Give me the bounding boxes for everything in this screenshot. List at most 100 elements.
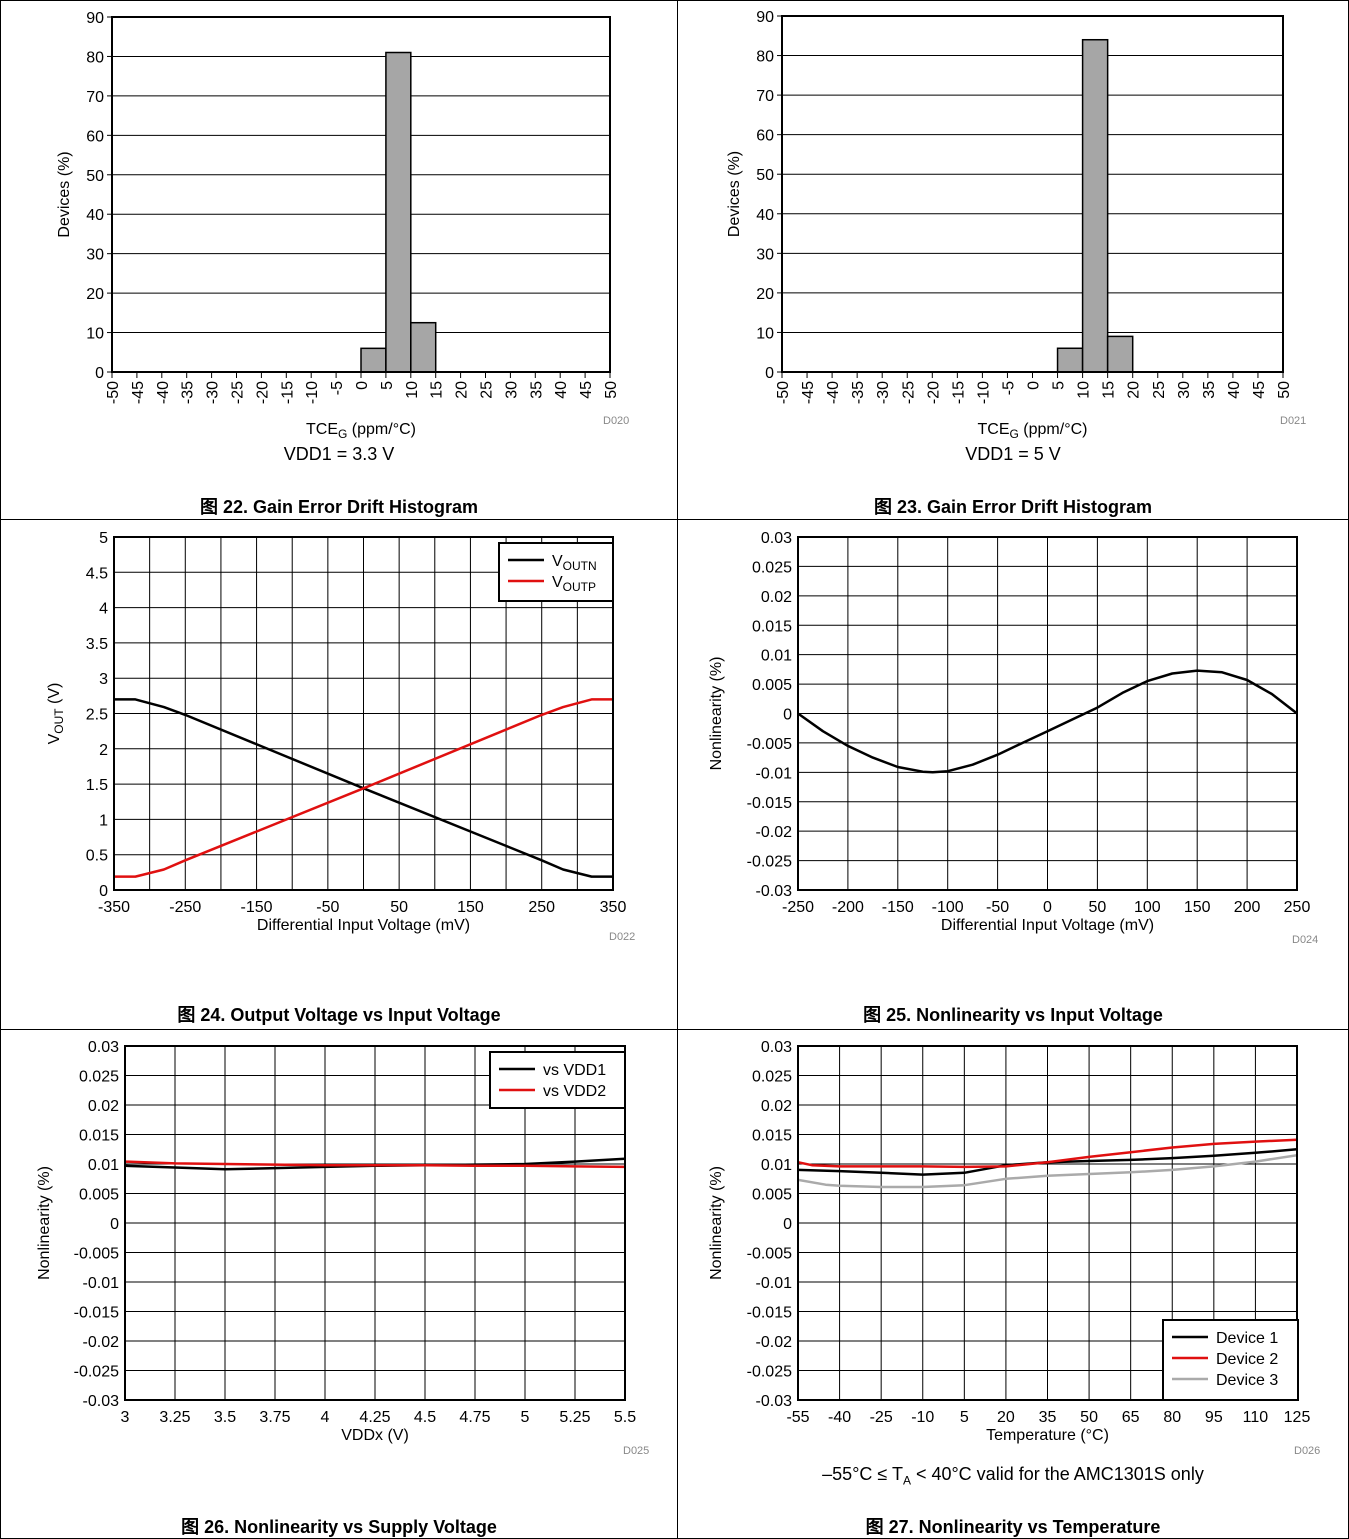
figure-condition: VDD1 = 5 V — [965, 444, 1061, 464]
x-tick-label: -40 — [155, 381, 172, 404]
y-tick-label: 0 — [95, 365, 104, 382]
x-tick-label: 4.75 — [459, 1409, 490, 1426]
y-axis-label: Nonlinearity (%) — [36, 1166, 53, 1280]
series-line — [798, 669, 1297, 774]
x-tick-label: -250 — [169, 899, 201, 916]
x-tick-label: 50 — [390, 899, 408, 916]
plot-frame — [124, 1045, 626, 1401]
line-chart-26: -0.03 -0.025 -0.02 -0.015 -0.01 -0.005 0 0.005 0… — [36, 1039, 636, 1444]
series-line — [114, 698, 613, 878]
figure-caption: 图 22. Gain Error Drift Histogram — [199, 497, 479, 517]
y-axis-label: Devices (%) — [726, 151, 743, 237]
plot-frame — [797, 1045, 1298, 1401]
x-tick-label: 15 — [1101, 381, 1118, 399]
line-chart-27: -0.03 -0.025 -0.02 -0.015 -0.01 -0.005 0 0.005 0… — [708, 1039, 1310, 1444]
figure-25-panel: -0.03 -0.025 -0.02 -0.015 -0.01 -0.005 0 0.005 0… — [678, 520, 1349, 1030]
x-tick-label: 0 — [1043, 899, 1052, 916]
x-tick-label: 3.5 — [214, 1409, 236, 1426]
x-tick-label: -20 — [925, 381, 942, 404]
y-tick-label: -0.025 — [747, 854, 792, 871]
x-tick-label: 50 — [603, 381, 620, 399]
x-tick-label: 250 — [1284, 899, 1311, 916]
x-tick-label: 3 — [121, 1409, 130, 1426]
y-tick-label: 0 — [99, 883, 108, 900]
x-tick-label: -15 — [950, 381, 967, 404]
x-tick-label: 65 — [1122, 1409, 1140, 1426]
x-tick-label: -10 — [975, 381, 992, 404]
x-tick-label: 5 — [521, 1409, 530, 1426]
y-tick-label: 30 — [86, 247, 104, 264]
x-tick-label: -25 — [900, 381, 917, 404]
x-tick-label: -25 — [870, 1409, 893, 1426]
y-tick-label: 70 — [756, 88, 774, 105]
y-tick-label: 0.5 — [86, 848, 108, 865]
x-tick-label: 20 — [997, 1409, 1015, 1426]
figure-23-panel: 0 10 20 30 40 50 60 70 80 90 -50 -45 -40 -35 -30 -25 -20… — [678, 0, 1349, 520]
x-tick-label: -50 — [105, 381, 122, 404]
x-tick-label: -30 — [205, 381, 222, 404]
y-tick-label: -0.005 — [747, 1246, 792, 1263]
x-tick-label: 5.25 — [559, 1409, 590, 1426]
y-tick-label: 0.02 — [761, 1098, 792, 1115]
y-tick-label: -0.03 — [83, 1393, 120, 1410]
x-tick-label: 40 — [1226, 381, 1243, 399]
figure-22-panel: 0 10 20 30 40 50 60 70 80 90 -50 -45 -40 -35 -30 -25 -20… — [0, 0, 678, 520]
x-tick-label: 3.75 — [259, 1409, 290, 1426]
plot-frame — [797, 536, 1298, 891]
x-tick-label: 50 — [1276, 381, 1293, 399]
y-tick-label: 0.01 — [761, 648, 792, 665]
y-tick-label: -0.01 — [83, 1275, 120, 1292]
y-axis-label: VOUT (V) — [46, 683, 66, 745]
x-tick-label: 10 — [404, 381, 421, 399]
legend-label: vs VDD1 — [543, 1062, 606, 1079]
y-tick-label: -0.01 — [756, 1275, 793, 1292]
y-tick-label: 0.02 — [761, 589, 792, 606]
legend-box — [498, 542, 614, 602]
plot-frame — [781, 15, 1284, 373]
x-tick-label: 250 — [528, 899, 555, 916]
legend-box — [489, 1051, 626, 1109]
x-tick-label: 150 — [457, 899, 484, 916]
x-tick-label: -50 — [775, 381, 792, 404]
x-tick-label: -5 — [1000, 381, 1017, 395]
x-tick-label: 5.5 — [614, 1409, 636, 1426]
figure-code: D025 — [623, 1445, 650, 1457]
y-tick-label: 0.015 — [752, 1128, 792, 1145]
y-tick-label: -0.01 — [756, 765, 793, 782]
line-chart-24: 0 0.5 1 1.5 2 2.5 3 3.5 4 4.5 5 -350 -250 -150 -50 50 15… — [46, 530, 626, 934]
x-axis-label: TCEG (ppm/°C) — [978, 421, 1088, 441]
x-tick-label: 4 — [321, 1409, 330, 1426]
y-tick-label: 0.025 — [752, 559, 792, 576]
y-tick-label: 0.01 — [761, 1157, 792, 1174]
figure-27-panel: -0.03 -0.025 -0.02 -0.015 -0.01 -0.005 0 0.005 0… — [678, 1030, 1349, 1539]
y-tick-label: 4 — [99, 601, 108, 618]
y-tick-label: 0.03 — [88, 1039, 119, 1056]
y-tick-label: 0.015 — [752, 618, 792, 635]
x-axis-label: Differential Input Voltage (mV) — [257, 917, 470, 934]
figure-code: D024 — [1292, 934, 1319, 946]
x-tick-label: 50 — [1080, 1409, 1098, 1426]
figure-24-panel: 0 0.5 1 1.5 2 2.5 3 3.5 4 4.5 5 -350 -250 -150 -50 50 15… — [0, 520, 678, 1030]
x-tick-label: -30 — [875, 381, 892, 404]
x-tick-label: 0 — [354, 381, 371, 390]
x-tick-label: -250 — [782, 899, 814, 916]
y-tick-label: 40 — [86, 207, 104, 224]
y-tick-label: 90 — [86, 10, 104, 27]
x-tick-label: 35 — [1039, 1409, 1057, 1426]
figure-condition: –55°C ≤ TA < 40°C valid for the AMC1301S… — [822, 1464, 1204, 1488]
x-tick-label: 25 — [479, 381, 496, 399]
y-tick-label: 1 — [99, 812, 108, 829]
x-tick-label: 100 — [1134, 899, 1161, 916]
y-tick-label: 0.015 — [79, 1128, 119, 1145]
y-tick-label: -0.015 — [747, 795, 792, 812]
x-tick-label: 25 — [1151, 381, 1168, 399]
x-tick-label: 95 — [1205, 1409, 1223, 1426]
y-tick-label: 0 — [765, 365, 774, 382]
histogram-bar — [1081, 38, 1109, 373]
x-tick-label: -45 — [130, 381, 147, 404]
x-tick-label: -50 — [316, 899, 339, 916]
y-tick-label: -0.025 — [74, 1364, 119, 1381]
figure-caption: 图 25. Nonlinearity vs Input Voltage — [863, 1005, 1163, 1025]
x-tick-label: 20 — [1126, 381, 1143, 399]
y-tick-label: 80 — [756, 49, 774, 66]
